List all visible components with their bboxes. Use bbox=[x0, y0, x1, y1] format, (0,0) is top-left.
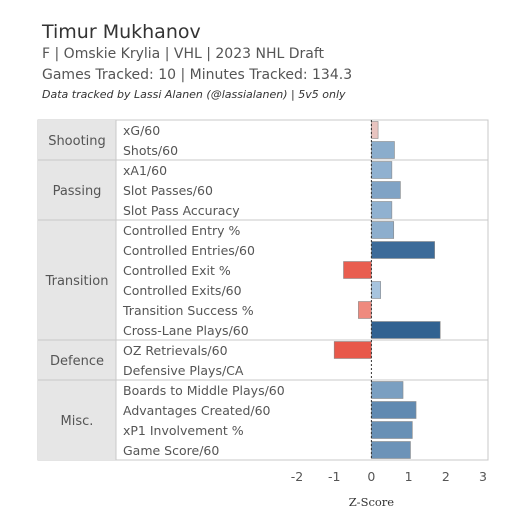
bar-xa1-60 bbox=[371, 161, 393, 179]
bar-advantages-created-60 bbox=[371, 401, 417, 419]
metric-label-oz-retrievals-60: OZ Retrievals/60 bbox=[123, 343, 228, 358]
bar-controlled-entry bbox=[371, 221, 395, 239]
group-header-misc bbox=[38, 380, 116, 460]
x-tick-label: -1 bbox=[328, 469, 340, 484]
group-header-defence bbox=[38, 340, 116, 380]
metric-label-game-score-60: Game Score/60 bbox=[123, 443, 219, 458]
metric-label-slot-pass-accuracy: Slot Pass Accuracy bbox=[123, 203, 240, 218]
tracking-summary-line: Games Tracked: 10 | Minutes Tracked: 134… bbox=[42, 67, 353, 83]
x-axis: -2 -1 0 1 2 3 Z-Score bbox=[291, 120, 487, 509]
chart-bars bbox=[333, 121, 441, 459]
metric-label-advantages-created-60: Advantages Created/60 bbox=[123, 403, 271, 418]
bar-transition-success bbox=[358, 301, 372, 319]
metric-label-cross-lane-plays-60: Cross-Lane Plays/60 bbox=[123, 323, 249, 338]
bar-controlled-exit bbox=[343, 261, 372, 279]
metric-label-slot-passes-60: Slot Passes/60 bbox=[123, 183, 213, 198]
group-label-misc: Misc. bbox=[61, 414, 94, 429]
group-header-passing bbox=[38, 160, 116, 220]
chart-header: Timur Mukhanov F | Omskie Krylia | VHL |… bbox=[42, 20, 352, 103]
group-header-transition bbox=[38, 220, 116, 340]
bar-cross-lane-plays-60 bbox=[371, 321, 441, 339]
chart-panels bbox=[37, 119, 489, 461]
bar-oz-retrievals-60 bbox=[333, 341, 372, 359]
group-label-defence: Defence bbox=[50, 354, 104, 369]
metric-label-shots-60: Shots/60 bbox=[123, 143, 178, 158]
bar-boards-to-middle-plays-60 bbox=[371, 381, 404, 399]
metric-label-transition-success: Transition Success % bbox=[122, 303, 254, 318]
x-tick-label: -2 bbox=[291, 469, 303, 484]
group-label-transition: Transition bbox=[45, 274, 109, 289]
group-label-shooting: Shooting bbox=[48, 134, 106, 149]
bar-slot-pass-accuracy bbox=[371, 201, 393, 219]
metric-label-boards-to-middle-plays-60: Boards to Middle Plays/60 bbox=[123, 383, 285, 398]
player-name: Timur Mukhanov bbox=[42, 21, 201, 43]
bar-xp1-involvement bbox=[371, 421, 413, 439]
bar-controlled-entries-60 bbox=[371, 241, 435, 259]
metric-label-xg-60: xG/60 bbox=[123, 123, 160, 138]
bar-shots-60 bbox=[371, 141, 395, 159]
metric-label-defensive-plays-ca: Defensive Plays/CA bbox=[123, 363, 244, 378]
player-info-line: F | Omskie Krylia | VHL | 2023 NHL Draft bbox=[42, 46, 325, 62]
chart-labels: Shooting xG/60 Shots/60 Passing xA1/60 Slot P… bbox=[45, 123, 285, 458]
x-tick-label: 3 bbox=[479, 469, 487, 484]
metric-label-xp1-involvement: xP1 Involvement % bbox=[123, 423, 244, 438]
bar-slot-passes-60 bbox=[371, 181, 401, 199]
group-label-passing: Passing bbox=[53, 184, 102, 199]
metric-label-controlled-entry: Controlled Entry % bbox=[123, 223, 240, 238]
metric-label-controlled-exits-60: Controlled Exits/60 bbox=[123, 283, 242, 298]
metric-label-controlled-exit: Controlled Exit % bbox=[123, 263, 231, 278]
x-tick-label: 1 bbox=[405, 469, 413, 484]
bar-game-score-60 bbox=[371, 441, 411, 459]
bar-xg-60 bbox=[371, 121, 379, 139]
data-credit-line: Data tracked by Lassi Alanen (@lassialan… bbox=[42, 88, 346, 101]
bar-controlled-exits-60 bbox=[371, 281, 381, 299]
x-axis-title: Z-Score bbox=[349, 495, 395, 509]
metric-label-controlled-entries-60: Controlled Entries/60 bbox=[123, 243, 255, 258]
group-header-shooting bbox=[38, 120, 116, 160]
x-tick-label: 2 bbox=[442, 469, 450, 484]
metric-label-xa1-60: xA1/60 bbox=[123, 163, 167, 178]
x-tick-label: 0 bbox=[367, 469, 375, 484]
